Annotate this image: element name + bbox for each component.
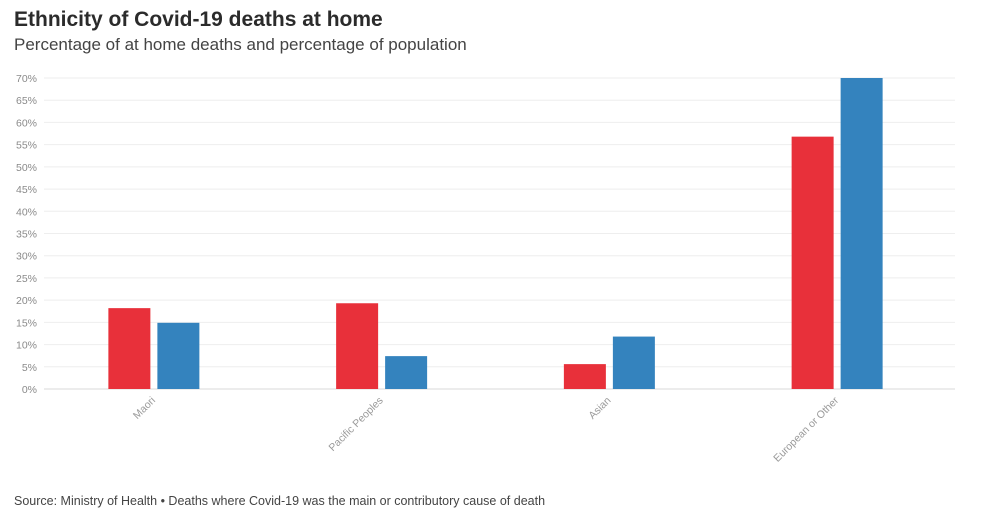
x-axis-labels: Maori Pacific Peoples Asian European or Oth… <box>131 394 842 464</box>
y-axis-ticks: 0% 5% 10% 15% 20% 25% 30% 35% 40% 45% 50% 55% 60% 65%… <box>16 73 37 396</box>
y-tick-label: 0% <box>22 384 37 396</box>
y-tick-label: 60% <box>16 117 37 129</box>
bar-asian-series-2 <box>612 336 655 389</box>
y-tick-label: 30% <box>16 251 37 263</box>
x-category-label: Maori <box>131 395 158 422</box>
bar-pacific-peoples-series-1 <box>336 303 379 389</box>
y-tick-label: 15% <box>16 317 37 329</box>
x-category-label: Pacific Peoples <box>326 395 385 454</box>
bar-european-or-other-series-2 <box>840 78 883 389</box>
y-tick-label: 70% <box>16 73 37 85</box>
source-note: Source: Ministry of Health • Deaths wher… <box>14 494 546 508</box>
y-tick-label: 20% <box>16 295 37 307</box>
y-tick-label: 25% <box>16 273 37 285</box>
chart-title: Ethnicity of Covid-19 deaths at home <box>14 8 383 31</box>
x-category-label: European or Other <box>771 394 841 464</box>
bar-asian-series-1 <box>563 364 606 389</box>
bar-european-or-other-series-1 <box>791 136 834 389</box>
y-tick-label: 40% <box>16 206 37 218</box>
y-tick-label: 55% <box>16 140 37 152</box>
y-tick-label: 50% <box>16 162 37 174</box>
y-tick-label: 10% <box>16 340 37 352</box>
bar-maori-series-2 <box>157 322 200 389</box>
y-tick-label: 45% <box>16 184 37 196</box>
bar-maori-series-1 <box>108 308 151 389</box>
x-category-label: Asian <box>586 395 613 422</box>
bars <box>108 78 883 389</box>
y-tick-label: 5% <box>22 362 37 374</box>
bar-pacific-peoples-series-2 <box>385 356 428 389</box>
chart-subtitle: Percentage of at home deaths and percent… <box>14 35 467 54</box>
y-tick-label: 65% <box>16 95 37 107</box>
y-tick-label: 35% <box>16 229 37 241</box>
